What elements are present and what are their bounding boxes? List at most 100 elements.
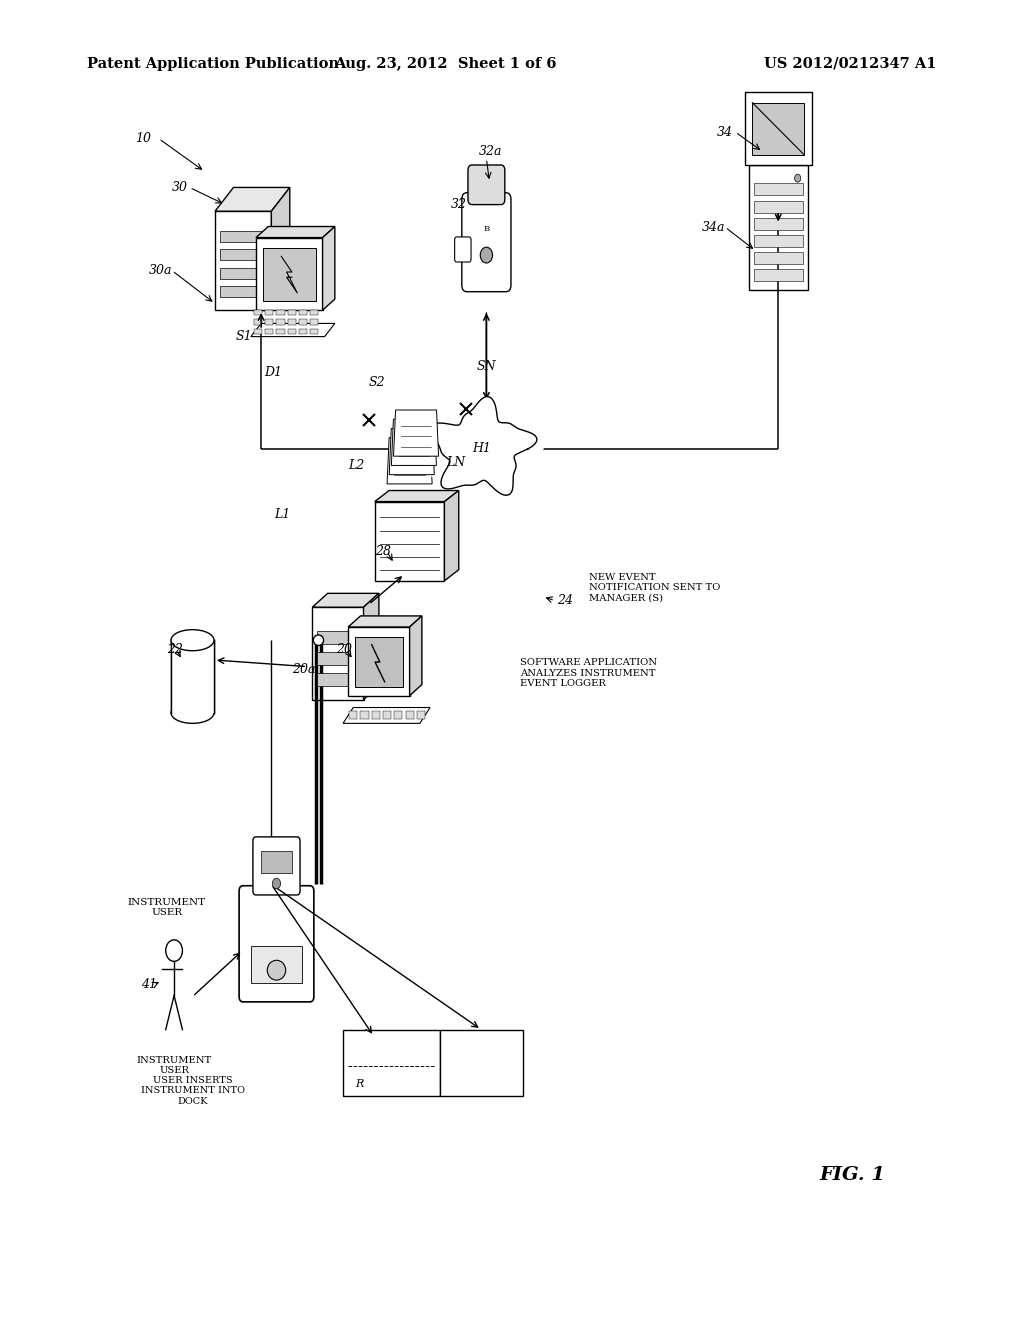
Text: 34: 34 [717, 125, 733, 139]
Bar [220, 249, 266, 260]
Bar [261, 851, 292, 874]
Bar [299, 319, 307, 325]
Polygon shape [348, 616, 422, 627]
Bar [754, 201, 803, 213]
Bar [355, 638, 402, 686]
Bar [262, 248, 315, 301]
Bar [375, 502, 444, 581]
Bar [276, 319, 285, 325]
Bar [343, 1030, 440, 1096]
Bar [317, 673, 358, 686]
Ellipse shape [500, 421, 545, 463]
Ellipse shape [449, 440, 514, 498]
Bar [753, 103, 804, 154]
Text: Patent Application Publication: Patent Application Publication [87, 57, 339, 71]
Polygon shape [444, 491, 459, 581]
Ellipse shape [438, 409, 524, 488]
Polygon shape [271, 187, 290, 310]
Bar [288, 310, 296, 315]
Polygon shape [312, 607, 364, 700]
Text: US 2012/0212347 A1: US 2012/0212347 A1 [765, 57, 937, 71]
Bar [299, 329, 307, 334]
Circle shape [166, 940, 182, 961]
Text: USER INSERTS
INSTRUMENT INTO
DOCK: USER INSERTS INSTRUMENT INTO DOCK [140, 1076, 245, 1106]
Text: 32a: 32a [479, 145, 503, 158]
Polygon shape [391, 420, 436, 466]
Bar [417, 711, 425, 719]
Ellipse shape [484, 388, 529, 430]
Polygon shape [348, 627, 410, 696]
Bar [220, 268, 266, 279]
Polygon shape [343, 708, 430, 723]
Polygon shape [256, 238, 323, 310]
Text: 30: 30 [172, 181, 188, 194]
Polygon shape [375, 491, 459, 502]
Text: D1: D1 [264, 366, 283, 379]
Bar [171, 640, 214, 713]
Polygon shape [215, 187, 290, 211]
Polygon shape [393, 411, 438, 457]
Bar [310, 319, 318, 325]
Bar [276, 329, 285, 334]
Ellipse shape [434, 399, 492, 451]
Polygon shape [323, 227, 335, 310]
Polygon shape [364, 594, 379, 700]
Text: FIG. 1: FIG. 1 [819, 1166, 885, 1184]
Polygon shape [312, 594, 379, 607]
Text: 34a: 34a [701, 220, 725, 234]
Bar [754, 269, 803, 281]
Polygon shape [256, 227, 335, 238]
Polygon shape [410, 616, 422, 696]
Ellipse shape [418, 421, 463, 463]
Text: 28: 28 [375, 545, 391, 558]
Text: 10: 10 [135, 132, 152, 145]
Bar [372, 711, 380, 719]
Bar [276, 310, 285, 315]
Bar [254, 319, 262, 325]
Text: 24: 24 [557, 594, 573, 607]
Ellipse shape [171, 702, 214, 723]
Bar [265, 329, 273, 334]
Bar [440, 1030, 523, 1096]
Text: 20a: 20a [292, 663, 315, 676]
Bar [406, 711, 414, 719]
Text: B: B [483, 226, 489, 234]
Text: 22: 22 [167, 643, 183, 656]
Polygon shape [429, 396, 537, 495]
Polygon shape [387, 438, 432, 484]
Bar [288, 329, 296, 334]
FancyBboxPatch shape [462, 193, 511, 292]
Ellipse shape [171, 630, 214, 651]
Bar [252, 946, 302, 983]
Bar [220, 231, 266, 242]
Text: SN: SN [476, 360, 496, 374]
Bar [754, 183, 803, 195]
Ellipse shape [420, 429, 477, 482]
Text: L2: L2 [348, 459, 365, 473]
Text: NEW EVENT
NOTIFICATION SENT TO
MANAGER (S): NEW EVENT NOTIFICATION SENT TO MANAGER (… [589, 573, 720, 602]
FancyBboxPatch shape [240, 886, 313, 1002]
Bar [349, 711, 357, 719]
Bar [754, 252, 803, 264]
Bar [394, 711, 402, 719]
FancyBboxPatch shape [253, 837, 300, 895]
Ellipse shape [471, 399, 528, 451]
Text: 20: 20 [336, 643, 352, 656]
Bar [317, 652, 358, 665]
Bar [749, 165, 808, 290]
Bar [383, 711, 391, 719]
Text: SOFTWARE APPLICATION
ANALYZES INSTRUMENT
EVENT LOGGER: SOFTWARE APPLICATION ANALYZES INSTRUMENT… [520, 659, 657, 688]
Bar [310, 329, 318, 334]
Text: Aug. 23, 2012  Sheet 1 of 6: Aug. 23, 2012 Sheet 1 of 6 [334, 57, 557, 71]
Text: S2: S2 [369, 376, 385, 389]
FancyBboxPatch shape [468, 165, 505, 205]
Text: L1: L1 [274, 508, 291, 521]
Text: INSTRUMENT
USER: INSTRUMENT USER [128, 898, 206, 917]
Bar [360, 711, 369, 719]
Ellipse shape [485, 429, 543, 482]
Text: 30a: 30a [148, 264, 172, 277]
Polygon shape [389, 429, 434, 475]
Text: 41: 41 [141, 978, 158, 991]
Circle shape [795, 174, 801, 182]
Bar [299, 310, 307, 315]
